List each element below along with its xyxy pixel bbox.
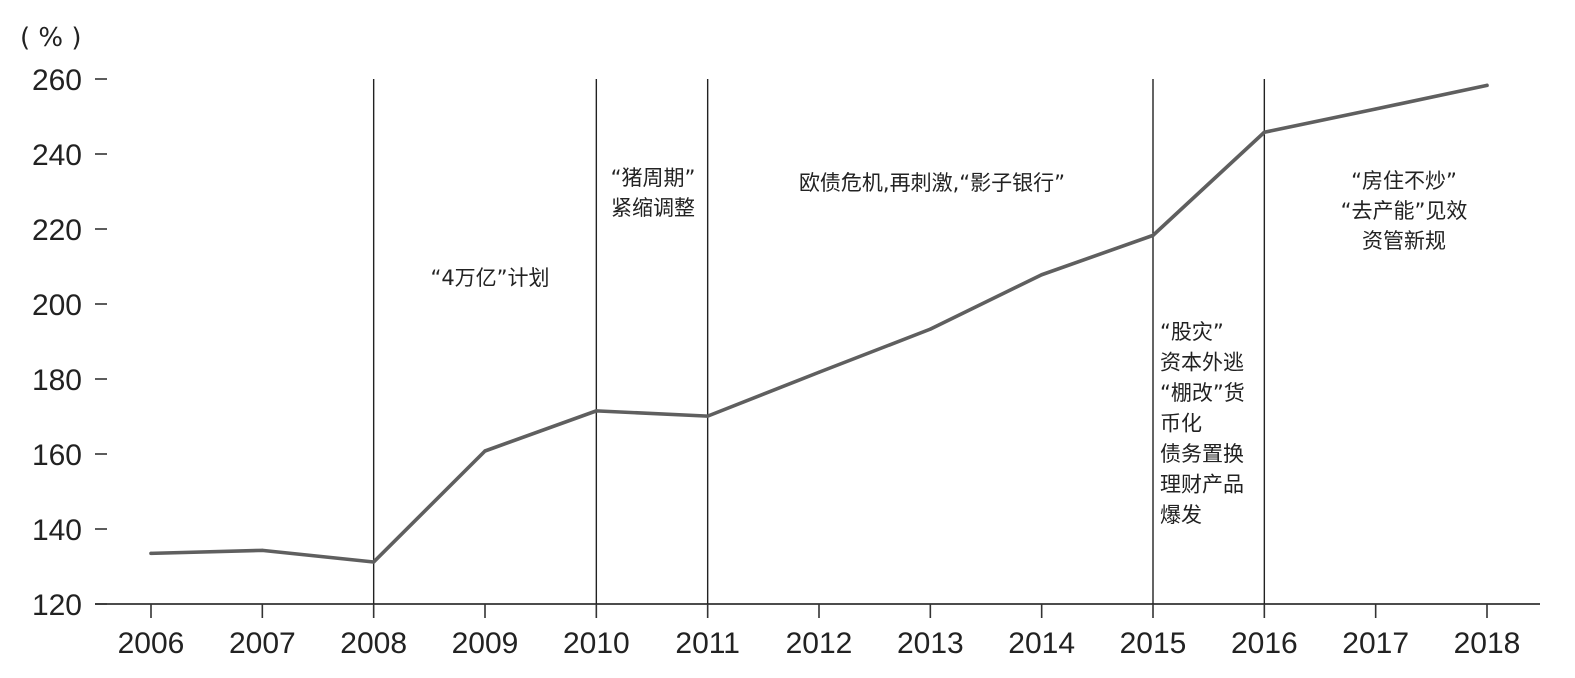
annotation-line: 欧债危机,再刺激,“影子银行” — [799, 171, 1065, 195]
annotation-line: “棚改”货 — [1160, 381, 1245, 405]
x-tick-label: 2012 — [786, 627, 853, 660]
annotation-line: 爆发 — [1160, 503, 1202, 527]
data-point — [483, 449, 487, 453]
annotation-line: 紧缩调整 — [611, 196, 695, 220]
annotation-line: 债务置换 — [1160, 442, 1244, 466]
y-tick-label: 200 — [32, 289, 82, 322]
annotation-line: “猪周期” — [611, 166, 696, 190]
data-point — [594, 409, 598, 413]
series-line — [149, 83, 1489, 564]
y-tick-label: 140 — [32, 514, 82, 547]
annotation-line: “房住不炒” — [1351, 169, 1457, 193]
annotation-line: “4万亿”计划 — [430, 266, 549, 290]
x-tick-label: 2009 — [452, 627, 519, 660]
y-axis-unit-label: ( % ) — [20, 23, 82, 53]
annotation-1: “4万亿”计划 — [430, 266, 549, 290]
annotation-line: “股灾” — [1160, 320, 1224, 344]
y-tick-label: 180 — [32, 364, 82, 397]
x-tick-label: 2015 — [1120, 627, 1187, 660]
x-tick-label: 2007 — [229, 627, 296, 660]
x-tick-label: 2016 — [1231, 627, 1298, 660]
x-tick-label: 2008 — [340, 627, 407, 660]
x-tick-label: 2013 — [897, 627, 964, 660]
x-tick-label: 2014 — [1008, 627, 1075, 660]
annotation-line: 资本外逃 — [1160, 351, 1244, 375]
y-tick-label: 120 — [32, 589, 82, 622]
data-point — [1040, 273, 1044, 277]
annotation-2: “猪周期” 紧缩调整 — [611, 166, 696, 220]
data-point — [260, 548, 264, 552]
data-point — [1485, 83, 1489, 87]
x-tick-label: 2018 — [1454, 627, 1521, 660]
period-dividers — [372, 79, 1266, 604]
annotation-line: “去产能”见效 — [1341, 199, 1468, 223]
x-tick-label: 2006 — [118, 627, 185, 660]
y-tick-label: 260 — [32, 64, 82, 97]
y-tick-label: 220 — [32, 214, 82, 247]
data-point — [1151, 233, 1155, 237]
data-point — [372, 560, 376, 564]
data-point — [706, 414, 710, 418]
annotations: “4万亿”计划“猪周期”紧缩调整欧债危机,再刺激,“影子银行”“股灾”资本外逃“… — [430, 166, 1467, 527]
data-point — [928, 327, 932, 331]
data-point — [817, 370, 821, 374]
y-tick-label: 160 — [32, 439, 82, 472]
x-tick-label: 2010 — [563, 627, 630, 660]
x-axis: 2006 2007 2008 2009 2010 2011 2012 2013 2014 2015… — [95, 603, 1540, 660]
data-point — [1374, 107, 1378, 111]
y-tick-label: 240 — [32, 139, 82, 172]
y-axis: 120 140 160 180 200 220 240 260 — [32, 64, 107, 622]
x-tick-label: 2011 — [675, 627, 740, 660]
data-point — [1262, 130, 1266, 134]
series-layer — [149, 83, 1489, 564]
annotation-line: 币化 — [1160, 412, 1202, 436]
annotation-3: 欧债危机,再刺激,“影子银行” — [799, 171, 1065, 195]
annotation-line: 资管新规 — [1362, 229, 1446, 253]
annotation-line: 理财产品 — [1160, 473, 1244, 497]
x-tick-label: 2017 — [1342, 627, 1409, 660]
data-point — [149, 551, 153, 555]
